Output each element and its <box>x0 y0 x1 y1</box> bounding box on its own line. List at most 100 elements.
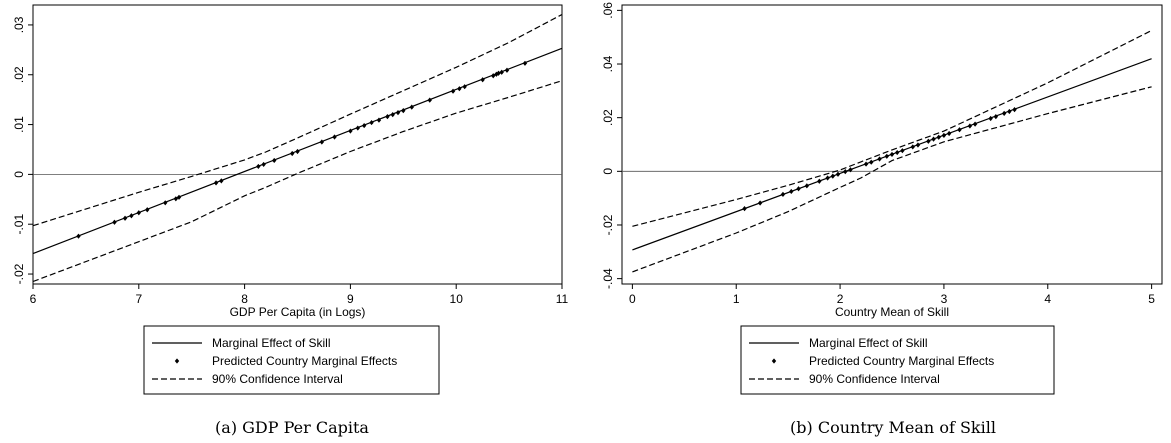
y-tick-label: -.04 <box>601 268 615 289</box>
country-marginal-effect-point <box>993 114 999 120</box>
country-marginal-effect-point <box>789 188 794 195</box>
country-marginal-effect-point <box>910 144 915 150</box>
country-marginal-effect-point <box>163 200 168 206</box>
country-marginal-effect-point <box>742 206 747 212</box>
country-marginal-effect-point <box>1012 107 1017 113</box>
legend-label: 90% Confidence Interval <box>809 372 940 386</box>
confidence-interval-line <box>32 13 563 227</box>
legend-label: Predicted Country Marginal Effects <box>212 354 397 368</box>
country-marginal-effect-point <box>261 161 266 168</box>
country-marginal-effect-point <box>355 125 361 131</box>
country-marginal-effect-point <box>457 86 462 92</box>
x-tick-label: 2 <box>837 292 844 306</box>
y-tick-label: -.02 <box>12 263 26 284</box>
country-marginal-effect-point <box>176 194 182 200</box>
x-tick-label: 9 <box>347 292 354 306</box>
country-marginal-effect-point <box>494 71 499 77</box>
country-marginal-effect-point <box>369 119 374 126</box>
legend: Marginal Effect of Skill Predicted Countr… <box>143 325 440 395</box>
country-marginal-effect-point <box>817 178 822 184</box>
country-marginal-effect-point <box>496 70 501 76</box>
country-marginal-effect-point <box>863 161 869 167</box>
x-tick-label: 0 <box>629 292 636 306</box>
country-marginal-effect-point <box>491 73 496 79</box>
country-marginal-effect-point <box>926 138 931 144</box>
country-marginal-effect-point <box>409 104 414 110</box>
country-marginal-effect-point <box>757 200 763 206</box>
x-tick-label: 8 <box>241 292 248 306</box>
country-marginal-effect-point <box>877 156 882 162</box>
country-marginal-effect-point <box>427 97 432 103</box>
x-tick-label: 11 <box>556 292 569 306</box>
country-marginal-effect-point <box>129 213 134 219</box>
legend-label: 90% Confidence Interval <box>212 372 343 386</box>
confidence-interval-line <box>632 29 1152 227</box>
chart-panel-gdp: -.02 -.01 0 .01 .02 .03 6 7 8 9 10 11 GDP Per Capita… <box>0 0 585 443</box>
plot-frame <box>621 4 1163 285</box>
confidence-interval-line <box>632 86 1152 273</box>
legend-label: Marginal Effect of Skill <box>212 336 331 350</box>
y-tick-label: .02 <box>12 66 26 83</box>
x-tick-label: 3 <box>941 292 948 306</box>
country-marginal-effect-point <box>390 112 395 118</box>
x-tick-label: 5 <box>1148 292 1155 306</box>
country-marginal-effect-point <box>272 157 277 164</box>
country-marginal-effect-point <box>915 142 921 148</box>
country-marginal-effect-point <box>450 88 456 94</box>
country-marginal-effect-point <box>76 233 81 239</box>
country-marginal-effect-point <box>931 136 936 142</box>
country-marginal-effect-point <box>988 115 993 122</box>
y-tick-label: .03 <box>12 16 26 33</box>
x-axis-title: GDP Per Capita (in Logs) <box>230 305 366 319</box>
legend-marker-key <box>771 358 777 364</box>
confidence-interval-line <box>32 80 563 283</box>
country-marginal-effect-point <box>385 114 390 120</box>
country-marginal-effect-point <box>173 196 179 202</box>
country-marginal-effect-point <box>780 191 786 197</box>
x-axis-title: Country Mean of Skill <box>835 305 949 319</box>
x-tick-label: 1 <box>733 292 740 306</box>
country-marginal-effect-point <box>522 60 528 66</box>
country-marginal-effect-point <box>957 127 962 133</box>
country-marginal-effect-point <box>219 178 224 184</box>
chart-panel-mean-skill: -.04 -.02 0 .02 .04 .06 0 1 2 3 4 5 Country Mean of … <box>586 0 1171 443</box>
legend-box <box>740 325 1055 395</box>
y-tick-label: 0 <box>12 171 26 178</box>
x-tick-label: 4 <box>1044 292 1051 306</box>
country-marginal-effect-point <box>894 149 900 156</box>
y-tick-label: .02 <box>601 109 615 126</box>
y-tick-label: 0 <box>601 168 615 175</box>
country-marginal-effect-point <box>804 183 810 189</box>
legend-label: Predicted Country Marginal Effects <box>809 354 994 368</box>
country-marginal-effect-point <box>319 139 325 145</box>
country-marginal-effect-point <box>967 123 973 129</box>
country-marginal-effect-point <box>825 175 830 181</box>
legend-box <box>143 325 440 395</box>
country-marginal-effect-point <box>213 180 219 186</box>
country-marginal-effect-point <box>889 151 895 158</box>
country-marginal-effect-point <box>843 168 848 175</box>
country-marginal-effect-point <box>145 207 150 213</box>
country-marginal-effect-point <box>1007 108 1012 115</box>
country-marginal-effect-point <box>256 163 261 170</box>
y-tick-label: .01 <box>12 116 26 133</box>
legend: Marginal Effect of Skill Predicted Countr… <box>740 325 1055 395</box>
chart-svg: -.02 -.01 0 .01 .02 .03 6 7 8 9 10 11 GDP Per Capita… <box>12 4 569 437</box>
y-tick-label: .06 <box>601 2 615 19</box>
country-marginal-effect-point <box>869 159 874 165</box>
country-marginal-effect-point <box>884 153 890 159</box>
figure-caption: (a) GDP Per Capita <box>215 418 369 437</box>
country-marginal-effect-point <box>1001 110 1007 116</box>
country-marginal-effect-point <box>395 110 401 116</box>
country-marginal-effect-point <box>376 117 382 123</box>
country-marginal-effect-point <box>348 128 353 134</box>
country-marginal-effect-point <box>946 130 952 137</box>
country-marginal-effect-point <box>480 77 485 83</box>
country-marginal-effect-point <box>936 134 941 140</box>
x-tick-label: 10 <box>450 292 464 306</box>
country-marginal-effect-point <box>830 173 836 179</box>
country-marginal-effect-point <box>796 186 801 192</box>
country-marginal-effect-point <box>972 121 978 127</box>
country-marginal-effect-point <box>941 132 947 138</box>
country-marginal-effect-point <box>499 69 504 75</box>
